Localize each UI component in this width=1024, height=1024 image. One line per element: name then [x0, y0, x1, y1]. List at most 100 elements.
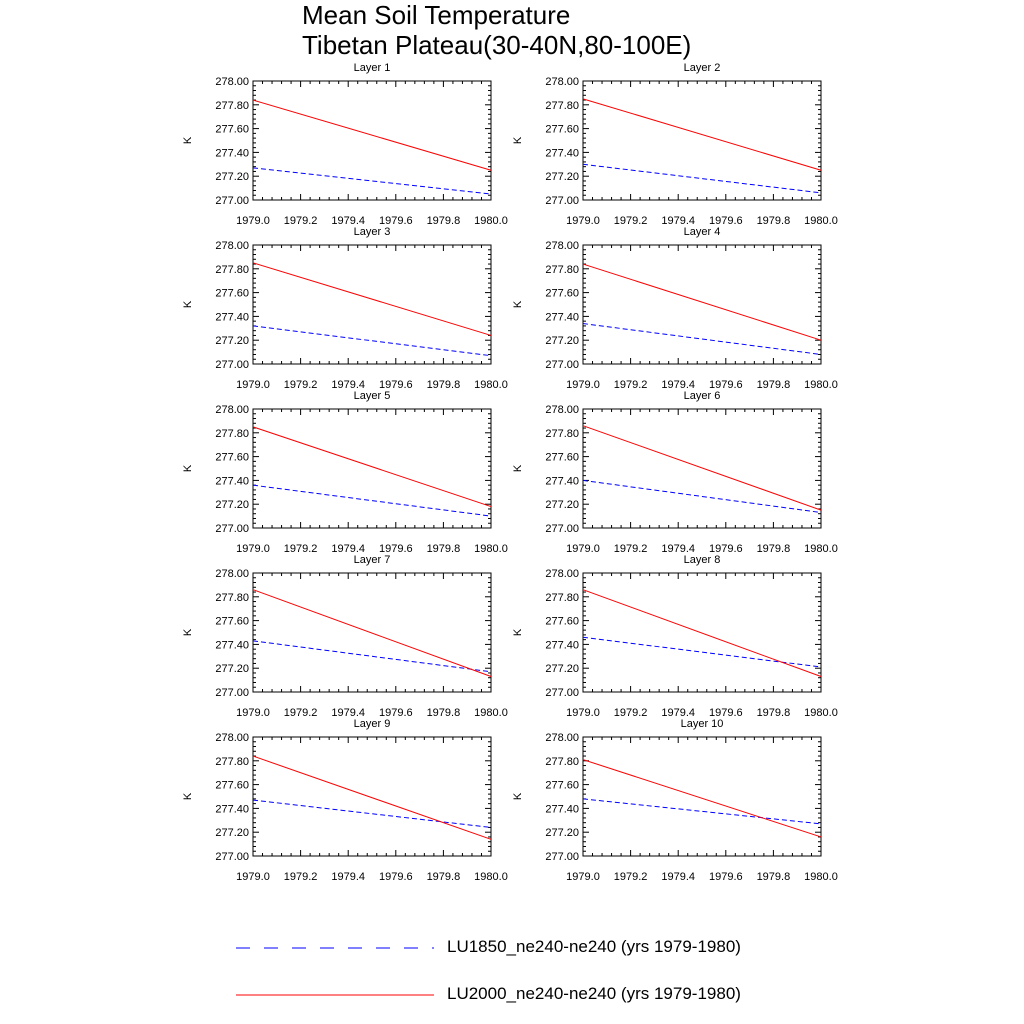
- x-tick-label: 1979.6: [709, 543, 743, 555]
- panel-layer-6: Layer 6 K 277.00 277.20 277.40 277.60 277.80 27…: [512, 390, 838, 555]
- x-tick-label: 1979.8: [427, 871, 461, 883]
- panel-frame: [252, 244, 492, 365]
- x-tick-label: 1979.0: [236, 543, 270, 555]
- x-tick-label: 1979.4: [661, 379, 695, 391]
- x-tick-label: 1980.0: [804, 871, 838, 883]
- y-axis-label: K: [182, 464, 194, 472]
- y-tick-label: 277.00: [545, 359, 579, 371]
- x-tick-label: 1979.8: [427, 215, 461, 227]
- x-tick-label: 1979.6: [379, 543, 413, 555]
- x-tick-label: 1979.2: [614, 707, 648, 719]
- panel-frame: [252, 736, 492, 857]
- panel-title: Layer 10: [681, 718, 724, 730]
- x-tick-label: 1979.0: [236, 871, 270, 883]
- panel-frame: [582, 736, 822, 857]
- y-tick-label: 277.00: [215, 195, 249, 207]
- x-tick-label: 1979.4: [661, 215, 695, 227]
- series-line-lu2000: [582, 98, 822, 171]
- series-line-lu2000: [582, 759, 822, 838]
- x-tick-label: 1979.4: [331, 379, 365, 391]
- x-tick-label: 1979.4: [331, 215, 365, 227]
- y-tick-label: 277.40: [215, 475, 249, 487]
- y-tick-label: 278.00: [215, 404, 249, 416]
- panel-layer-9: Layer 9 K 277.00 277.20 277.40 277.60 277.80 27…: [182, 718, 508, 883]
- y-tick-label: 278.00: [545, 568, 579, 580]
- y-tick-label: 277.60: [545, 288, 579, 300]
- panel-frame: [582, 244, 822, 365]
- figure-title: Mean Soil Temperature Tibetan Plateau(30…: [302, 0, 691, 60]
- y-tick-label: 277.80: [215, 264, 249, 276]
- x-tick-label: 1979.0: [566, 707, 600, 719]
- y-tick-label: 277.00: [545, 687, 579, 699]
- series-line-lu2000: [252, 99, 492, 171]
- panel-layer-5: Layer 5 K 277.00 277.20 277.40 277.60 277.80 27…: [182, 390, 508, 555]
- x-tick-label: 1979.4: [331, 707, 365, 719]
- panel-layer-7: Layer 7 K 277.00 277.20 277.40 277.60 277.80 27…: [182, 554, 508, 719]
- panel-layer-1: Layer 1 K 277.00 277.20 277.40 277.60 277.80 27…: [182, 62, 508, 227]
- x-tick-label: 1979.0: [236, 379, 270, 391]
- y-tick-label: 277.00: [545, 195, 579, 207]
- series-line-lu2000: [252, 426, 492, 508]
- y-tick-label: 277.20: [215, 171, 249, 183]
- x-tick-label: 1980.0: [474, 707, 508, 719]
- x-tick-label: 1979.0: [566, 543, 600, 555]
- x-tick-label: 1979.8: [757, 379, 791, 391]
- y-tick-label: 277.40: [215, 803, 249, 815]
- x-tick-label: 1979.4: [661, 707, 695, 719]
- y-tick-label: 277.40: [545, 639, 579, 651]
- panel-frame: [582, 408, 822, 529]
- x-tick-label: 1979.2: [284, 871, 318, 883]
- panel-title: Layer 6: [684, 390, 721, 402]
- x-tick-label: 1980.0: [474, 871, 508, 883]
- x-tick-label: 1979.0: [566, 215, 600, 227]
- y-tick-label: 278.00: [215, 240, 249, 252]
- series-line-lu1850: [582, 636, 822, 668]
- panel-frame: [252, 408, 492, 529]
- y-tick-label: 277.60: [545, 780, 579, 792]
- x-tick-label: 1979.2: [284, 215, 318, 227]
- panel-layer-3: Layer 3 K 277.00 277.20 277.40 277.60 277.80 27…: [182, 226, 508, 391]
- y-tick-label: 277.00: [215, 851, 249, 863]
- y-tick-label: 277.20: [215, 663, 249, 675]
- y-axis-label: K: [512, 136, 524, 144]
- x-tick-label: 1979.6: [709, 379, 743, 391]
- series-line-lu1850: [252, 484, 492, 517]
- series-line-lu1850: [582, 323, 822, 355]
- y-tick-label: 277.40: [215, 639, 249, 651]
- x-tick-label: 1979.6: [379, 707, 413, 719]
- y-axis-label: K: [182, 792, 194, 800]
- panel-title: Layer 3: [354, 226, 391, 238]
- y-tick-label: 277.40: [545, 475, 579, 487]
- x-tick-label: 1979.0: [566, 379, 600, 391]
- title-line-1: Mean Soil Temperature: [302, 0, 571, 30]
- y-tick-label: 277.20: [545, 499, 579, 511]
- y-tick-label: 278.00: [215, 732, 249, 744]
- y-tick-label: 277.60: [215, 288, 249, 300]
- series-line-lu2000: [252, 589, 492, 677]
- x-tick-label: 1979.0: [236, 215, 270, 227]
- y-tick-label: 278.00: [545, 732, 579, 744]
- series-line-lu1850: [582, 798, 822, 825]
- y-tick-label: 277.40: [545, 803, 579, 815]
- y-tick-label: 277.80: [545, 100, 579, 112]
- y-tick-label: 278.00: [545, 404, 579, 416]
- series-line-lu2000: [582, 589, 822, 677]
- x-tick-label: 1979.2: [614, 543, 648, 555]
- series-line-lu2000: [252, 755, 492, 840]
- series-line-lu1850: [252, 640, 492, 673]
- x-tick-label: 1979.6: [379, 871, 413, 883]
- y-tick-label: 277.80: [545, 264, 579, 276]
- y-tick-label: 278.00: [215, 76, 249, 88]
- panel-layer-4: Layer 4 K 277.00 277.20 277.40 277.60 277.80 27…: [512, 226, 838, 391]
- y-tick-label: 278.00: [545, 76, 579, 88]
- y-tick-label: 277.80: [545, 428, 579, 440]
- y-tick-label: 277.60: [545, 452, 579, 464]
- x-tick-label: 1979.4: [661, 871, 695, 883]
- y-tick-label: 277.60: [215, 452, 249, 464]
- y-tick-label: 277.40: [215, 147, 249, 159]
- x-tick-label: 1979.8: [757, 543, 791, 555]
- x-tick-label: 1979.4: [661, 543, 695, 555]
- y-axis-label: K: [512, 300, 524, 308]
- y-axis-label: K: [512, 792, 524, 800]
- x-tick-label: 1979.8: [757, 707, 791, 719]
